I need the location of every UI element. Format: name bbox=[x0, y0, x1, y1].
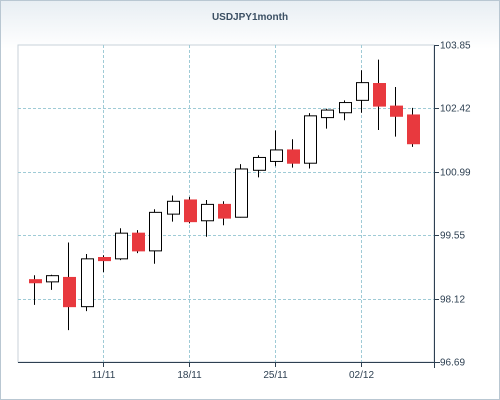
candle bbox=[235, 164, 248, 218]
candle-body-up bbox=[167, 200, 180, 215]
candle-body-up bbox=[304, 115, 317, 164]
candle bbox=[149, 209, 162, 264]
candle bbox=[270, 130, 283, 167]
plot-area bbox=[17, 44, 435, 363]
candle-body-down bbox=[407, 114, 420, 145]
candle bbox=[63, 242, 76, 331]
candle bbox=[81, 253, 94, 312]
candle-body-up bbox=[201, 203, 214, 222]
candle-body-up bbox=[46, 275, 59, 283]
chart-title: USDJPY1month bbox=[211, 12, 289, 23]
candle-body-up bbox=[115, 232, 128, 260]
candle bbox=[407, 107, 420, 147]
x-tick-label: 25/11 bbox=[263, 370, 288, 381]
y-tick-label: 103.85 bbox=[440, 41, 471, 52]
candle bbox=[98, 255, 111, 273]
candle bbox=[201, 199, 214, 237]
candle-body-down bbox=[29, 279, 42, 284]
candle bbox=[46, 274, 59, 290]
x-tick-label: 18/11 bbox=[177, 370, 202, 381]
candle-body-up bbox=[270, 149, 283, 162]
candle-body-down bbox=[373, 83, 386, 107]
candle-body-up bbox=[321, 109, 334, 119]
candle-body-up bbox=[81, 258, 94, 308]
candle-body-up bbox=[356, 82, 369, 101]
candle bbox=[287, 139, 300, 168]
candle-body-down bbox=[132, 232, 145, 252]
candle-body-up bbox=[149, 211, 162, 252]
x-tick-label: 02/12 bbox=[349, 370, 374, 381]
candle-body-down bbox=[287, 149, 300, 164]
y-tick-label: 98.12 bbox=[440, 295, 465, 306]
candle-body-down bbox=[218, 203, 231, 219]
candle bbox=[184, 196, 197, 224]
y-axis: 103.85 102.42 100.99 99.55 98.12 96.69 bbox=[434, 41, 471, 369]
y-tick-label: 99.55 bbox=[440, 231, 465, 242]
candle bbox=[373, 59, 386, 131]
candle bbox=[253, 155, 266, 178]
candles bbox=[29, 59, 420, 331]
candle-body-down bbox=[98, 257, 111, 262]
candle-body-down bbox=[390, 105, 403, 117]
candle bbox=[356, 70, 369, 113]
y-tick-label: 100.99 bbox=[440, 168, 471, 179]
candle bbox=[218, 201, 231, 226]
candle-body-up bbox=[235, 168, 248, 218]
x-tick-label: 11/11 bbox=[92, 370, 116, 381]
y-tick-label: 102.42 bbox=[440, 104, 471, 115]
candle bbox=[132, 230, 145, 254]
y-tick-label: 96.69 bbox=[440, 358, 465, 369]
candle-body-down bbox=[184, 199, 197, 223]
candle bbox=[390, 87, 403, 137]
candle-body-down bbox=[63, 276, 76, 308]
candle-body-up bbox=[339, 102, 352, 114]
x-axis: 11/11 18/11 25/11 02/12 bbox=[18, 362, 440, 381]
candle bbox=[304, 113, 317, 169]
candle-body-up bbox=[253, 156, 266, 171]
candle bbox=[321, 108, 334, 129]
candle bbox=[115, 228, 128, 261]
candle bbox=[29, 275, 42, 305]
candle bbox=[339, 100, 352, 121]
candle bbox=[167, 195, 180, 222]
